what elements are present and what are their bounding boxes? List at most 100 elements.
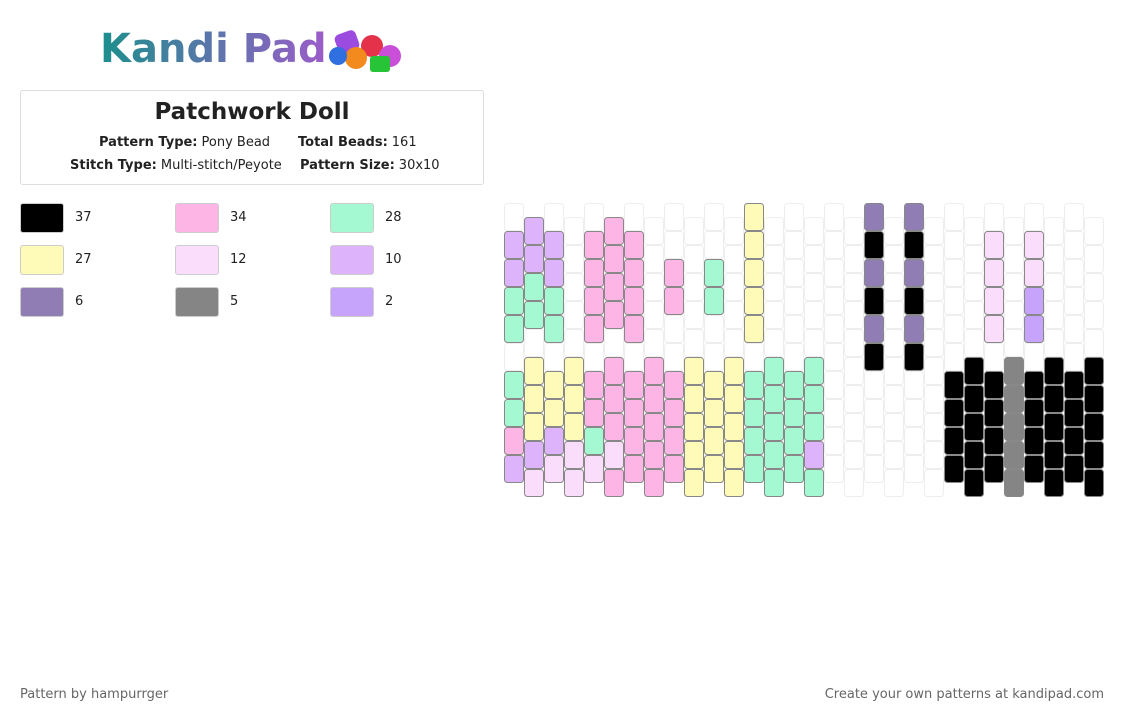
bead: [784, 399, 804, 427]
bead: [664, 231, 684, 259]
bead: [544, 427, 564, 455]
bead: [924, 245, 944, 273]
bead: [864, 315, 884, 343]
legend-swatch: [330, 245, 374, 275]
bead: [984, 203, 1004, 231]
bead: [744, 343, 764, 371]
bead: [884, 273, 904, 301]
bead: [664, 455, 684, 483]
bead: [584, 371, 604, 399]
bead: [1064, 371, 1084, 399]
bead: [884, 329, 904, 357]
bead: [584, 455, 604, 483]
bead: [804, 217, 824, 245]
bead: [1084, 385, 1104, 413]
bead: [684, 385, 704, 413]
bead: [664, 315, 684, 343]
bead: [1064, 231, 1084, 259]
bead: [824, 455, 844, 483]
legend-swatch: [330, 203, 374, 233]
bead: [704, 371, 724, 399]
bead: [924, 357, 944, 385]
bead: [604, 329, 624, 357]
bead: [964, 273, 984, 301]
bead: [784, 455, 804, 483]
bead: [1084, 273, 1104, 301]
bead: [884, 469, 904, 497]
bead: [864, 259, 884, 287]
bead: [1024, 343, 1044, 371]
bead: [524, 357, 544, 385]
legend-count: 10: [385, 252, 402, 267]
bead: [1064, 259, 1084, 287]
bead: [944, 343, 964, 371]
bead: [684, 245, 704, 273]
bead: [684, 217, 704, 245]
bead: [964, 301, 984, 329]
bead: [944, 203, 964, 231]
bead: [724, 245, 744, 273]
bead: [524, 469, 544, 497]
bead: [1044, 385, 1064, 413]
bead: [504, 343, 524, 371]
bead: [1044, 413, 1064, 441]
bead: [884, 413, 904, 441]
footer-link[interactable]: Create your own patterns at kandipad.com: [824, 687, 1104, 702]
bead: [724, 357, 744, 385]
info-value: 161: [391, 135, 417, 150]
bead: [504, 287, 524, 315]
bead: [624, 231, 644, 259]
legend-count: 12: [230, 252, 247, 267]
bead: [504, 315, 524, 343]
logo[interactable]: Kandi Pad: [100, 26, 327, 72]
bead: [884, 245, 904, 273]
bead: [504, 203, 524, 231]
bead: [764, 301, 784, 329]
bead: [1044, 301, 1064, 329]
bead: [584, 315, 604, 343]
bead: [764, 413, 784, 441]
bead: [1044, 329, 1064, 357]
bead: [624, 427, 644, 455]
bead: [584, 259, 604, 287]
bead: [544, 231, 564, 259]
bead: [564, 441, 584, 469]
bead: [704, 203, 724, 231]
bead: [804, 357, 824, 385]
bead: [944, 371, 964, 399]
bead: [884, 441, 904, 469]
bead: [684, 469, 704, 497]
bead: [944, 231, 964, 259]
bead: [544, 315, 564, 343]
bead: [1004, 441, 1024, 469]
bead: [604, 245, 624, 273]
bead: [864, 455, 884, 483]
bead: [984, 399, 1004, 427]
info-value: 30x10: [398, 158, 440, 173]
bead: [964, 329, 984, 357]
bead: [544, 287, 564, 315]
bead: [1084, 217, 1104, 245]
bead: [984, 427, 1004, 455]
bead: [604, 217, 624, 245]
bead: [964, 469, 984, 497]
bead: [644, 469, 664, 497]
bead: [864, 399, 884, 427]
bead: [784, 287, 804, 315]
bead: [984, 455, 1004, 483]
bead: [544, 371, 564, 399]
bead: [824, 315, 844, 343]
bead: [984, 371, 1004, 399]
bead: [664, 343, 684, 371]
bead: [604, 357, 624, 385]
bead: [644, 217, 664, 245]
bead: [904, 343, 924, 371]
bead: [904, 259, 924, 287]
bead: [1004, 301, 1024, 329]
info-label: Pattern Type:: [99, 135, 198, 150]
bead: [844, 329, 864, 357]
bead: [684, 301, 704, 329]
bead: [844, 441, 864, 469]
bead: [564, 469, 584, 497]
bead: [704, 455, 724, 483]
